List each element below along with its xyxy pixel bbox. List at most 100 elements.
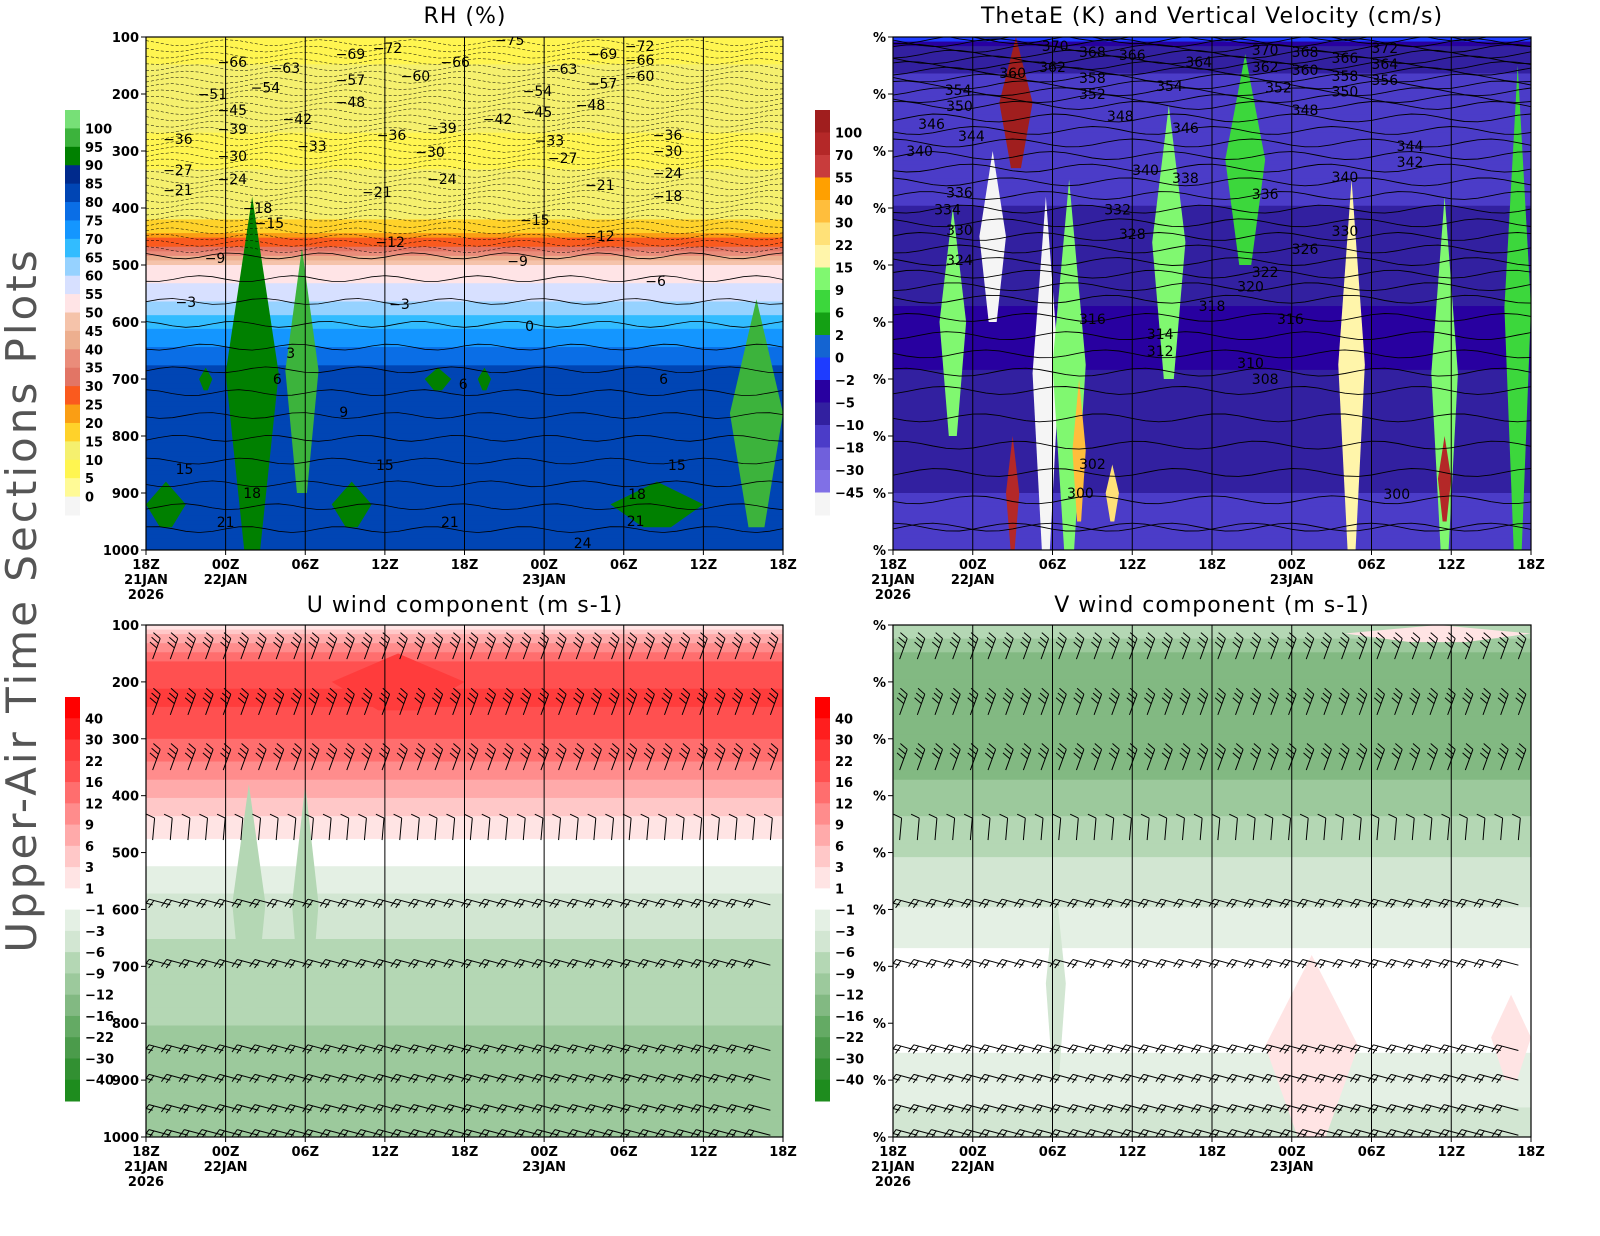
wind-barb bbox=[1193, 813, 1203, 841]
contour-label: 6 bbox=[459, 377, 468, 393]
wind-barb bbox=[146, 1107, 153, 1111]
wind-barb bbox=[1264, 813, 1274, 841]
wind-barb bbox=[1282, 813, 1291, 841]
colorbar-label: 5 bbox=[85, 472, 94, 487]
wind-barb bbox=[1014, 959, 1042, 969]
colorbar-label: −9 bbox=[835, 967, 855, 982]
x-tick-label: 18Z bbox=[1517, 558, 1545, 573]
colorbar-label: −30 bbox=[835, 464, 864, 479]
contour-label: 334 bbox=[934, 203, 961, 219]
wind-barb bbox=[690, 959, 718, 969]
contour-fill-region bbox=[1265, 954, 1359, 1137]
wind-barb bbox=[1285, 743, 1297, 771]
wind-barb bbox=[949, 687, 961, 716]
wind-barb bbox=[555, 632, 567, 660]
colorbar-swatch bbox=[65, 146, 80, 166]
wind-barb bbox=[390, 898, 418, 909]
wind-barb bbox=[549, 959, 577, 969]
wind-barb bbox=[496, 1044, 524, 1054]
wind-barb bbox=[1438, 1044, 1466, 1054]
contour-label: −36 bbox=[653, 128, 683, 144]
wind-barb bbox=[908, 898, 936, 909]
wind-barb bbox=[1069, 813, 1079, 841]
wind-barb bbox=[1479, 632, 1491, 660]
colorbar-swatch bbox=[65, 888, 80, 911]
wind-barb bbox=[234, 813, 244, 841]
wind-barb bbox=[372, 959, 400, 969]
wind-barb bbox=[931, 632, 943, 660]
contour-label: −12 bbox=[375, 235, 405, 251]
wind-barb bbox=[1332, 1073, 1360, 1084]
plot-area bbox=[893, 625, 1531, 1137]
wind-barb bbox=[1420, 1044, 1448, 1054]
x-date-label: 21JAN bbox=[124, 573, 168, 588]
wind-barb bbox=[949, 743, 961, 771]
wind-barb bbox=[1091, 743, 1103, 771]
contour-label: −66 bbox=[217, 55, 247, 71]
wind-barb bbox=[1067, 1073, 1095, 1084]
wind-barb bbox=[160, 1073, 189, 1084]
wind-barb bbox=[1515, 743, 1527, 771]
wind-barb bbox=[284, 959, 312, 969]
colorbar-swatch bbox=[815, 803, 830, 826]
contour-fill-region bbox=[225, 196, 279, 550]
contour-label: −33 bbox=[535, 134, 565, 150]
wind-barb bbox=[1438, 898, 1466, 909]
colorbar-swatch bbox=[65, 220, 80, 240]
wind-barb bbox=[1214, 743, 1226, 771]
colorbar-swatch bbox=[65, 803, 80, 826]
wind-barb bbox=[390, 1104, 418, 1114]
wind-barb bbox=[925, 1073, 953, 1084]
colorbar-label: −30 bbox=[835, 1052, 864, 1067]
x-date-label: 21JAN bbox=[871, 573, 915, 588]
wind-barb bbox=[216, 813, 226, 841]
wind-barb bbox=[696, 632, 708, 660]
contour-label: −24 bbox=[427, 172, 457, 188]
colorbar-swatch bbox=[815, 245, 830, 268]
wind-barb bbox=[1161, 743, 1173, 771]
wind-barb bbox=[1473, 1073, 1501, 1084]
wind-barb bbox=[302, 898, 330, 909]
wind-barb bbox=[1511, 813, 1521, 841]
wind-barb bbox=[1049, 1044, 1077, 1054]
colorbar-swatch bbox=[65, 386, 80, 406]
wind-barb bbox=[319, 898, 347, 909]
wind-barb bbox=[302, 1104, 330, 1114]
contour-label: 21 bbox=[627, 514, 645, 530]
contour-label: 344 bbox=[1397, 139, 1424, 155]
wind-barb bbox=[531, 898, 559, 909]
contour-fill-region bbox=[1338, 179, 1365, 550]
colorbar-label: −18 bbox=[835, 442, 864, 457]
x-tick-label: 00Z bbox=[530, 558, 558, 573]
colorbar-swatch bbox=[65, 909, 80, 932]
wind-barb bbox=[1226, 959, 1254, 969]
wind-barb bbox=[963, 813, 973, 841]
wind-barb bbox=[431, 743, 444, 771]
x-tick-label: 12Z bbox=[690, 558, 718, 573]
wind-barb bbox=[425, 1073, 453, 1084]
y-tick-label: % bbox=[873, 259, 886, 274]
wind-barb bbox=[266, 1073, 294, 1084]
wind-barb bbox=[196, 1104, 224, 1114]
colorbar-swatch bbox=[65, 257, 80, 277]
wind-barb bbox=[1031, 1073, 1059, 1084]
y-tick-label: % bbox=[873, 145, 886, 160]
contour-label: 322 bbox=[1252, 265, 1279, 281]
wind-barb bbox=[1303, 743, 1315, 771]
colorbar-label: −9 bbox=[85, 967, 105, 982]
colorbar-label: 16 bbox=[85, 776, 103, 791]
wind-barb bbox=[566, 1104, 595, 1114]
y-tick-label: % bbox=[873, 960, 886, 975]
y-tick-label: % bbox=[873, 903, 886, 918]
wind-barb bbox=[1456, 1044, 1484, 1054]
contour-label: −36 bbox=[163, 132, 193, 148]
wind-barb bbox=[1031, 1104, 1059, 1114]
wind-barb bbox=[1320, 632, 1332, 660]
colorbar-swatch bbox=[65, 165, 80, 185]
wind-barb bbox=[1261, 1073, 1289, 1084]
wind-barb bbox=[414, 632, 426, 660]
colorbar-swatch bbox=[65, 238, 80, 258]
wind-barb bbox=[1014, 1104, 1042, 1114]
wind-barb bbox=[893, 962, 900, 966]
colorbar-label: −12 bbox=[85, 989, 114, 1004]
